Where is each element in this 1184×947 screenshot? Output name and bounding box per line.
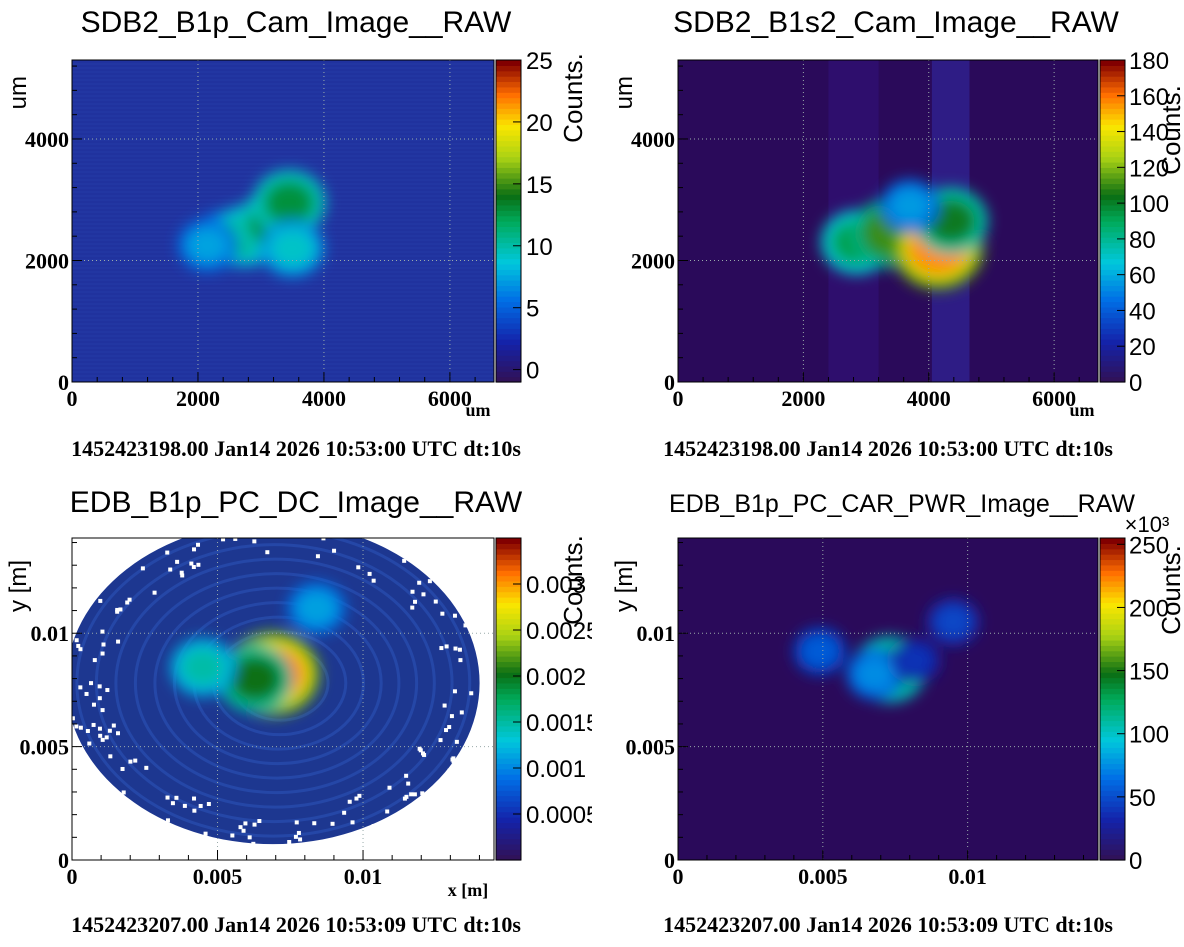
- heatmap-hotspot-4-layer-2: [271, 230, 314, 266]
- timestamp-label: 1452423198.00 Jan14 2026 10:53:00 UTC dt…: [71, 436, 521, 461]
- x-tick-label: 0: [67, 864, 78, 889]
- colorbar-tick-label: 20: [526, 110, 553, 137]
- colorbar-tick-label: 100: [1129, 722, 1169, 749]
- y-tick-label: 2000: [631, 248, 675, 273]
- x-tick-label: 0: [673, 864, 684, 889]
- x-axis-label: x [m]: [448, 880, 488, 900]
- timestamp-label: 1452423207.00 Jan14 2026 10:53:09 UTC dt…: [71, 912, 521, 937]
- y-tick-label: 0.01: [637, 621, 676, 646]
- color-scale-bar: [1099, 59, 1126, 383]
- colorbar-tick-label: 0.002: [526, 664, 586, 691]
- y-tick-label: 0.005: [20, 735, 70, 760]
- colorbar-tick-label: 160: [1129, 84, 1169, 111]
- heatmap-hotspot-2-layer-2: [802, 636, 838, 667]
- x-tick-label: 4000: [907, 386, 951, 411]
- colorbar-tick-label: 140: [1129, 120, 1169, 147]
- colorbar-label: Counts.: [1156, 85, 1184, 175]
- x-tick-label: 4000: [302, 386, 346, 411]
- x-tick-label: 2000: [176, 386, 220, 411]
- y-tick-label: 4000: [631, 127, 675, 152]
- colorbar-tick-label: 0.003: [526, 572, 586, 599]
- colorbar-tick-label: 250: [1129, 532, 1169, 559]
- colorbar-multiplier: ×10³: [1125, 512, 1170, 537]
- colorbar-label: Counts.: [1156, 545, 1184, 635]
- x-axis-label: um: [465, 400, 490, 420]
- heatmap-hotspot-2-layer-2: [181, 649, 225, 686]
- colorbar-label: Counts.: [558, 535, 588, 625]
- colorbar-tick-label: 25: [526, 48, 553, 75]
- y-axis-label: um: [611, 76, 638, 109]
- colorbar-tick-label: 5: [526, 296, 539, 323]
- heatmap-svg: 0 2000 4000 6000 0 2000 4000 um um SDB2_B1s2_Cam_…: [611, 6, 1184, 461]
- colorbar-tick-label: 0: [526, 358, 539, 385]
- x-tick-label: 6000: [1032, 386, 1076, 411]
- colorbar-tick-label: 150: [1129, 659, 1169, 686]
- heatmap-panel-sdb2-b1s2: 0 2000 4000 6000 0 2000 4000 um um SDB2_B1s2_Cam_…: [592, 0, 1184, 473]
- timestamp-label: 1452423198.00 Jan14 2026 10:53:00 UTC dt…: [663, 436, 1113, 461]
- x-tick-label: 2000: [781, 386, 825, 411]
- heatmap-hotspot-1-layer-2: [230, 657, 280, 700]
- heatmap-hotspot-3-layer-2: [936, 607, 970, 636]
- y-axis-label: y [m]: [611, 560, 638, 612]
- y-tick-label: 2000: [25, 248, 69, 273]
- heatmap-hotspot-3-layer-2: [297, 592, 336, 625]
- heatmap-hotspot-1-layer-2: [856, 658, 894, 690]
- heatmap-svg: 0 2000 4000 6000 0 2000 4000 um um SDB2_B1p_Cam_I…: [5, 6, 588, 461]
- x-tick-label: 0.01: [948, 864, 987, 889]
- chart-title: SDB2_B1p_Cam_Image__RAW: [81, 6, 512, 39]
- color-scale-bar: [495, 59, 522, 383]
- color-scale-bar: [1099, 537, 1126, 861]
- colorbar-tick-label: 120: [1129, 155, 1169, 182]
- heatmap-svg: 0 0.005 0.01 0 0.005 0.01 x [m] y [m] EDB_B1p_PC…: [5, 486, 592, 937]
- colorbar-tick-label: 0: [1129, 370, 1142, 397]
- colorbar-tick-label: 0: [1129, 848, 1142, 875]
- y-tick-label: 4000: [25, 127, 69, 152]
- colorbar-tick-label: 60: [1129, 263, 1156, 290]
- color-scale-bar: [495, 537, 522, 861]
- colorbar-tick-label: 180: [1129, 48, 1169, 75]
- y-tick-label: 0: [58, 370, 69, 395]
- heatmap-hotspot-4-layer-2: [899, 647, 932, 674]
- y-axis-label: y [m]: [5, 560, 32, 612]
- y-tick-label: 0: [58, 848, 69, 873]
- chart-title: EDB_B1p_PC_DC_Image__RAW: [70, 486, 523, 519]
- timestamp-label: 1452423207.00 Jan14 2026 10:53:09 UTC dt…: [663, 912, 1113, 937]
- x-tick-label: 0.01: [344, 864, 383, 889]
- y-tick-label: 0: [664, 370, 675, 395]
- chart-title: SDB2_B1s2_Cam_Image__RAW: [673, 6, 1119, 39]
- x-tick-label: 6000: [428, 386, 472, 411]
- y-tick-label: 0.005: [626, 735, 676, 760]
- y-axis-label: um: [5, 76, 32, 109]
- colorbar-tick-label: 20: [1129, 334, 1156, 361]
- y-tick-label: 0.01: [31, 621, 70, 646]
- x-tick-label: 0.005: [193, 864, 243, 889]
- heatmap-hotspot-3-layer-2: [265, 182, 313, 223]
- colorbar-tick-label: 100: [1129, 191, 1169, 218]
- colorbar-tick-label: 40: [1129, 298, 1156, 325]
- x-tick-label: 0: [673, 386, 684, 411]
- heatmap-hotspot-5-layer-2: [188, 228, 227, 262]
- y-tick-label: 0: [664, 848, 675, 873]
- x-tick-label: 0: [67, 386, 78, 411]
- colorbar-tick-label: 200: [1129, 595, 1169, 622]
- colorbar-tick-label: 50: [1129, 785, 1156, 812]
- heatmap-panel-sdb2-b1p: 0 2000 4000 6000 0 2000 4000 um um SDB2_B1p_Cam_I…: [0, 0, 592, 473]
- aperture-mask: [72, 538, 494, 860]
- colorbar-label: Counts.: [558, 53, 588, 143]
- chart-title: EDB_B1p_PC_CAR_PWR_Image__RAW: [669, 490, 1135, 518]
- colorbar-tick-label: 0.0005: [526, 802, 592, 829]
- colorbar-tick-label: 0.001: [526, 756, 586, 783]
- x-axis-label: um: [1069, 400, 1094, 420]
- colorbar-tick-label: 10: [526, 234, 553, 261]
- colorbar-tick-label: 80: [1129, 227, 1156, 254]
- heatmap-hotspot-4-layer-2: [890, 189, 930, 222]
- heatmap-panel-edb-dc: 0 0.005 0.01 0 0.005 0.01 x [m] y [m] EDB_B1p_PC…: [0, 474, 592, 947]
- x-tick-label: 0.005: [798, 864, 848, 889]
- colorbar-tick-label: 15: [526, 172, 553, 199]
